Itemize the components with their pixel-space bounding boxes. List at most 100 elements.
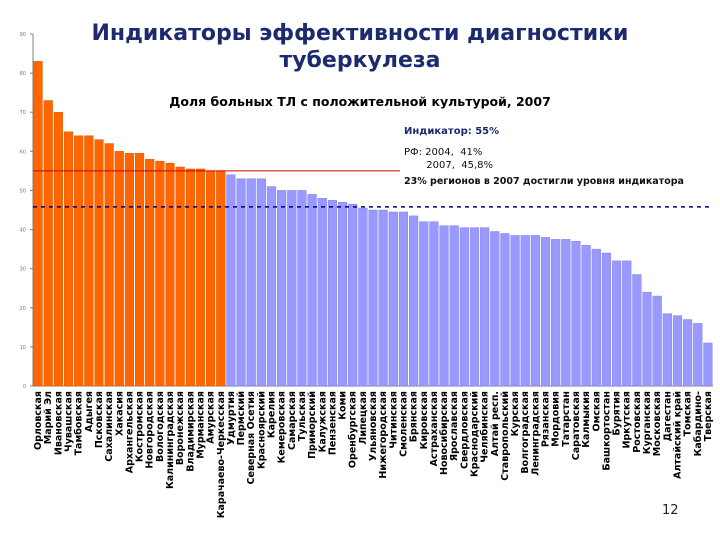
category-label: Тверская — [703, 391, 714, 441]
category-label: Ульяновская — [368, 391, 379, 461]
y-tick-label: 20 — [20, 306, 26, 312]
category-label: Московская — [652, 391, 663, 456]
bar — [216, 170, 226, 387]
category-label: Северная Осетия — [246, 391, 257, 484]
category-label: Тамбовская — [74, 391, 85, 455]
category-label: Новгородская — [145, 391, 156, 469]
category-label: Вологодская — [155, 391, 166, 462]
category-label: Смоленская — [398, 391, 409, 457]
category-label: Астраханская — [429, 391, 440, 466]
rf-average-annotation: РФ: 2004, 41% 2007, 45,8% — [404, 147, 494, 171]
category-label: Калужская — [317, 391, 328, 452]
category-label: Свердловская — [459, 391, 470, 469]
bar — [551, 239, 561, 387]
y-tick-label: 10 — [20, 345, 26, 351]
category-label: Ярославская — [449, 391, 460, 461]
bar — [337, 201, 348, 387]
category-label: Читинская — [388, 391, 399, 449]
y-tick-label: 70 — [20, 110, 26, 116]
bar — [449, 225, 459, 387]
bar — [185, 168, 195, 387]
bar — [581, 244, 591, 387]
category-label: Карелия — [267, 391, 278, 438]
bar — [510, 235, 520, 387]
bar — [236, 178, 246, 387]
category-label: Брянская — [409, 391, 420, 442]
y-tick-label: 90 — [20, 32, 26, 38]
category-label: Курская — [510, 391, 521, 436]
bar — [622, 260, 632, 387]
category-label: Адыгея — [84, 391, 95, 432]
bar — [74, 135, 84, 387]
bar — [419, 221, 429, 387]
category-label: Пензенская — [327, 391, 338, 455]
bar — [429, 221, 439, 387]
category-label: Алтайский край — [672, 391, 683, 479]
category-label: Ленинградская — [530, 391, 541, 476]
y-tick-label: 0 — [23, 384, 26, 390]
bar — [327, 200, 337, 387]
category-label: Орловская — [33, 391, 44, 450]
bar — [459, 227, 469, 387]
category-label: Сахалинская — [104, 391, 115, 462]
category-label: Томская — [683, 391, 694, 436]
bar — [683, 319, 693, 387]
bar — [378, 209, 388, 387]
bar — [104, 143, 114, 387]
category-label: Чувашская — [64, 391, 75, 452]
category-label: Курганская — [642, 391, 653, 454]
bar — [226, 174, 236, 387]
category-label: Алтай респ. — [490, 391, 501, 456]
bar — [398, 211, 409, 387]
bar — [662, 313, 672, 387]
category-label: Кабардино- — [693, 391, 704, 456]
bar — [43, 100, 53, 387]
category-label: Воронежская — [175, 391, 186, 465]
chart-title: Доля больных ТЛ с положительной культуро… — [169, 94, 551, 109]
bar — [155, 160, 165, 387]
y-tick-label: 50 — [20, 188, 26, 194]
indicator-annotation: Индикатор: 55% — [404, 126, 500, 137]
chart-category-labels: Орловская Марий Эл Ивановская Чувашская Тамб… — [33, 391, 714, 518]
bar — [439, 225, 449, 387]
category-label: Краснодарский — [469, 391, 480, 477]
category-label: Мордовия — [551, 391, 562, 447]
bar — [540, 237, 551, 387]
category-label: Оренбургская — [348, 391, 359, 468]
bar — [703, 342, 713, 387]
category-label: Липецкая — [358, 391, 369, 445]
category-label: Удмуртия — [226, 391, 237, 445]
bar — [612, 260, 622, 387]
category-label: Волгоградская — [520, 391, 531, 474]
category-label: Калмыкия — [581, 391, 592, 448]
bar — [53, 112, 63, 387]
page-number: 12 — [662, 503, 679, 518]
bar — [287, 190, 297, 387]
chart-y-ticks: 0 10 20 30 40 50 60 70 80 90 — [20, 32, 33, 390]
bar — [297, 190, 307, 387]
bar — [266, 186, 277, 387]
bar — [134, 153, 145, 387]
category-label: Красноярский — [256, 391, 267, 469]
category-label: Челябинская — [480, 391, 491, 463]
bar — [246, 178, 256, 387]
y-tick-label: 30 — [20, 267, 26, 273]
bar — [642, 291, 652, 387]
bar — [652, 295, 662, 387]
bar — [307, 194, 317, 387]
category-label: Самарская — [287, 391, 298, 450]
bar — [601, 252, 612, 387]
category-label: Кемеровская — [277, 391, 288, 463]
bar — [206, 170, 216, 387]
bar — [632, 274, 642, 387]
bar — [480, 227, 490, 387]
category-label: Новосибирская — [439, 391, 450, 475]
category-label: Карачаево-Черкесская — [216, 391, 227, 518]
bar — [571, 241, 581, 387]
category-label: Калининградская — [165, 391, 176, 489]
category-label: Рязанская — [541, 391, 552, 447]
bar — [469, 227, 480, 387]
bar — [409, 215, 419, 387]
category-label: Мурманская — [195, 391, 206, 459]
category-label: Ставропольский — [500, 391, 511, 481]
